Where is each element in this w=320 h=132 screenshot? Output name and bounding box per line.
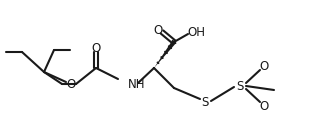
- Text: O: O: [92, 41, 100, 55]
- Text: S: S: [201, 95, 209, 109]
- Polygon shape: [154, 41, 176, 68]
- Text: NH: NH: [128, 77, 146, 91]
- Text: S: S: [236, 79, 244, 93]
- Text: O: O: [153, 23, 163, 37]
- Text: OH: OH: [187, 25, 205, 39]
- Text: O: O: [66, 79, 76, 91]
- Text: O: O: [260, 100, 268, 112]
- Text: O: O: [260, 60, 268, 72]
